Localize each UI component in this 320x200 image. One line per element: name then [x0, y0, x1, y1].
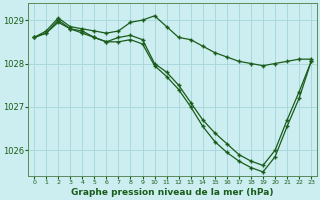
X-axis label: Graphe pression niveau de la mer (hPa): Graphe pression niveau de la mer (hPa): [71, 188, 274, 197]
